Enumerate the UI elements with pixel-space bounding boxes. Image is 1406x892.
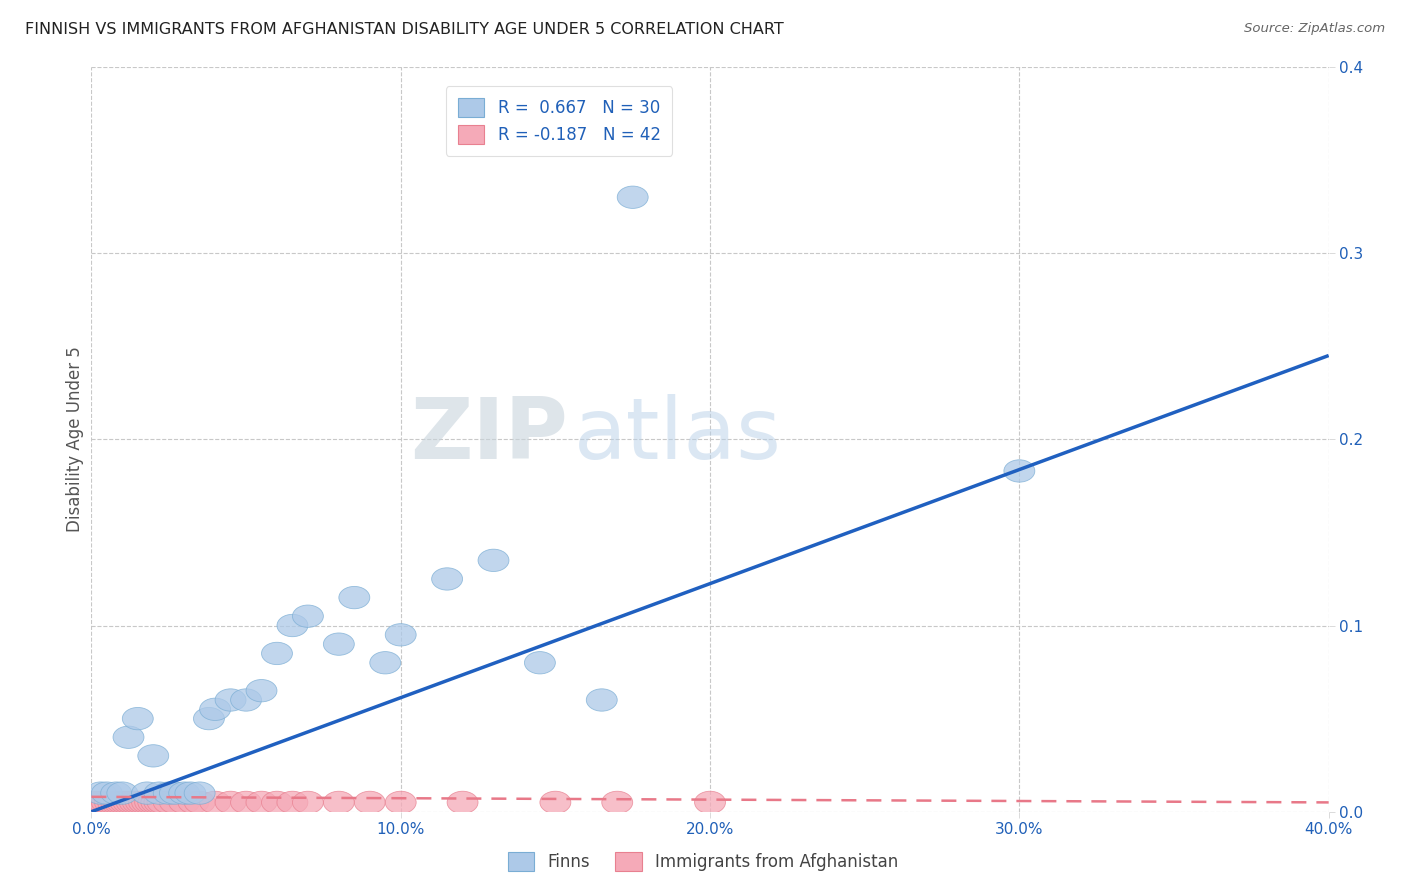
Ellipse shape (82, 791, 112, 814)
Ellipse shape (125, 791, 156, 814)
Ellipse shape (148, 791, 179, 814)
Ellipse shape (89, 791, 120, 814)
Ellipse shape (153, 791, 184, 814)
Ellipse shape (169, 791, 200, 814)
Text: atlas: atlas (574, 394, 782, 477)
Ellipse shape (292, 791, 323, 814)
Ellipse shape (215, 791, 246, 814)
Ellipse shape (540, 791, 571, 814)
Ellipse shape (143, 791, 174, 814)
Ellipse shape (231, 791, 262, 814)
Ellipse shape (447, 791, 478, 814)
Ellipse shape (174, 782, 205, 805)
Ellipse shape (354, 791, 385, 814)
Ellipse shape (1004, 459, 1035, 483)
Ellipse shape (159, 782, 190, 805)
Ellipse shape (153, 782, 184, 805)
Ellipse shape (200, 698, 231, 721)
Ellipse shape (138, 791, 169, 814)
Ellipse shape (478, 549, 509, 572)
Ellipse shape (277, 615, 308, 637)
Ellipse shape (135, 791, 166, 814)
Ellipse shape (94, 791, 125, 814)
Ellipse shape (246, 791, 277, 814)
Ellipse shape (277, 791, 308, 814)
Ellipse shape (91, 791, 122, 814)
Ellipse shape (86, 791, 117, 814)
Ellipse shape (262, 642, 292, 665)
Ellipse shape (138, 745, 169, 767)
Ellipse shape (179, 791, 209, 814)
Ellipse shape (184, 791, 215, 814)
Ellipse shape (194, 707, 225, 730)
Ellipse shape (292, 605, 323, 627)
Y-axis label: Disability Age Under 5: Disability Age Under 5 (66, 346, 84, 533)
Legend: R =  0.667   N = 30, R = -0.187   N = 42: R = 0.667 N = 30, R = -0.187 N = 42 (446, 87, 672, 156)
Ellipse shape (104, 791, 135, 814)
Ellipse shape (107, 791, 138, 814)
Ellipse shape (143, 782, 174, 805)
Ellipse shape (86, 782, 117, 805)
Ellipse shape (112, 726, 143, 748)
Ellipse shape (231, 689, 262, 711)
Ellipse shape (110, 791, 141, 814)
Ellipse shape (215, 689, 246, 711)
Ellipse shape (122, 791, 153, 814)
Text: ZIP: ZIP (411, 394, 568, 477)
Ellipse shape (385, 624, 416, 646)
Ellipse shape (101, 782, 132, 805)
Ellipse shape (128, 791, 159, 814)
Ellipse shape (695, 791, 725, 814)
Ellipse shape (112, 791, 143, 814)
Text: Source: ZipAtlas.com: Source: ZipAtlas.com (1244, 22, 1385, 36)
Ellipse shape (107, 782, 138, 805)
Ellipse shape (132, 782, 163, 805)
Ellipse shape (79, 791, 110, 814)
Ellipse shape (323, 791, 354, 814)
Ellipse shape (385, 791, 416, 814)
Ellipse shape (617, 186, 648, 209)
Ellipse shape (169, 782, 200, 805)
Ellipse shape (122, 707, 153, 730)
Ellipse shape (200, 791, 231, 814)
Ellipse shape (432, 568, 463, 591)
Ellipse shape (117, 791, 148, 814)
Ellipse shape (524, 651, 555, 674)
Ellipse shape (262, 791, 292, 814)
Ellipse shape (602, 791, 633, 814)
Ellipse shape (132, 791, 163, 814)
Ellipse shape (141, 791, 172, 814)
Ellipse shape (339, 586, 370, 608)
Text: FINNISH VS IMMIGRANTS FROM AFGHANISTAN DISABILITY AGE UNDER 5 CORRELATION CHART: FINNISH VS IMMIGRANTS FROM AFGHANISTAN D… (25, 22, 785, 37)
Legend: Finns, Immigrants from Afghanistan: Finns, Immigrants from Afghanistan (499, 843, 907, 880)
Ellipse shape (91, 782, 122, 805)
Ellipse shape (97, 791, 128, 814)
Ellipse shape (370, 651, 401, 674)
Ellipse shape (246, 680, 277, 702)
Ellipse shape (101, 791, 132, 814)
Ellipse shape (184, 782, 215, 805)
Ellipse shape (120, 791, 150, 814)
Ellipse shape (586, 689, 617, 711)
Ellipse shape (323, 633, 354, 656)
Ellipse shape (159, 791, 190, 814)
